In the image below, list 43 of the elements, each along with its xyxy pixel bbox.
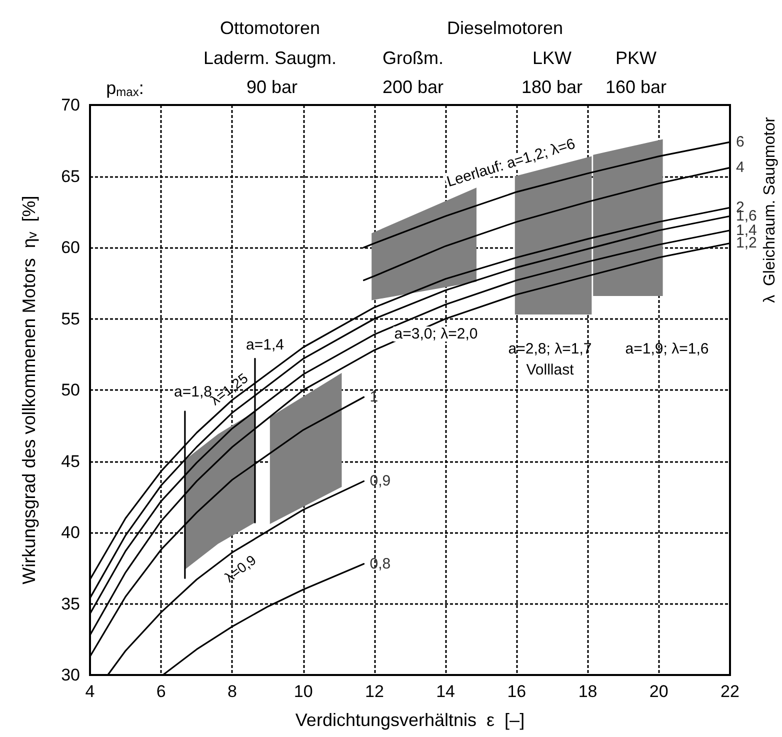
y-tick-label: 50: [61, 380, 80, 400]
x-tick-label: 12: [364, 682, 384, 701]
series-label: 1: [370, 388, 378, 406]
x-tick-label: 22: [720, 682, 740, 701]
y-tick-label: 35: [61, 594, 80, 614]
series-label: 4: [736, 159, 744, 176]
y-tick-label: 45: [61, 452, 80, 471]
x-tick-label: 14: [436, 682, 456, 701]
series-label: 0,8: [370, 555, 391, 572]
text: 200 bar: [382, 77, 444, 97]
y-tick-label: 30: [61, 666, 80, 684]
series-label: 0,9: [370, 472, 391, 490]
x-tick-label: 20: [649, 682, 668, 701]
y-tick-label: 65: [61, 166, 80, 186]
x-axis-title: Verdichtungsverhältnis ε [–]: [295, 710, 525, 730]
text: 180 bar: [521, 77, 583, 97]
x-tick-label: 6: [156, 682, 166, 701]
annotation: a=2,8; λ=1,7: [508, 340, 592, 358]
x-tick-label: 8: [227, 682, 237, 701]
annotation: a=3,0; λ=2,0: [394, 326, 478, 342]
text: Großm.: [382, 48, 444, 68]
text: 90 bar: [246, 77, 298, 97]
y-tick-label: 60: [61, 238, 80, 257]
text: 160 bar: [605, 77, 667, 97]
x-tick-label: 18: [578, 682, 598, 701]
text: Ottomotoren: [220, 18, 320, 38]
x-tick-label: 4: [85, 682, 95, 701]
text: PKW: [615, 48, 657, 68]
text: LKW: [532, 48, 572, 68]
annotation: a=1,8: [174, 384, 212, 400]
annotation: a=1,4: [246, 336, 284, 354]
annotation: a=1,9; λ=1,6: [625, 340, 709, 358]
x-tick-label: 16: [507, 682, 526, 701]
text: Dieselmotoren: [446, 18, 564, 38]
y-tick-label: 70: [61, 96, 80, 114]
y-axis-title: Wirkungsgrad des vollkommenen Motors ηv [%]: [19, 196, 40, 584]
y-tick-label: 55: [61, 309, 80, 328]
series-label: 6: [736, 134, 744, 151]
y2-axis-title: λ Gleichraum. Saugmotor: [762, 116, 778, 303]
x-tick-label: 10: [294, 682, 313, 701]
y-tick-label: 40: [61, 523, 80, 542]
text: Laderm. Saugm.: [203, 48, 337, 68]
annotation: Volllast: [526, 362, 575, 378]
